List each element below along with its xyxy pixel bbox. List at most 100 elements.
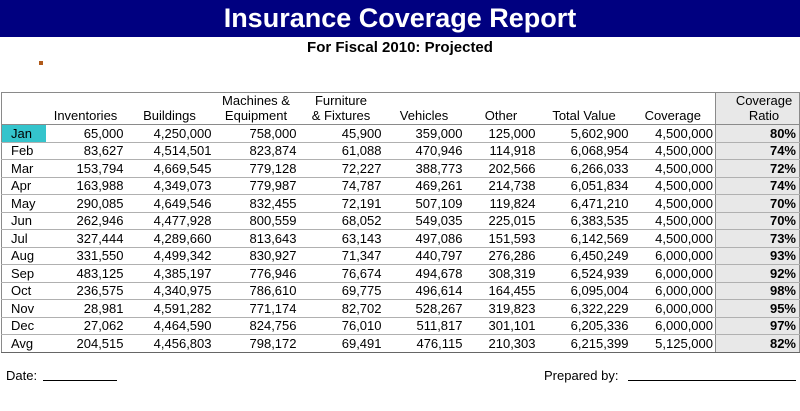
buildings-cell[interactable]: 4,649,546	[125, 194, 214, 213]
coverage-ratio-cell[interactable]: 93%	[715, 247, 800, 265]
inventories-cell[interactable]: 65,000	[45, 124, 126, 143]
inventories-cell[interactable]: 204,515	[45, 334, 126, 353]
vehicles-cell[interactable]: 359,000	[383, 124, 465, 143]
inventories-cell[interactable]: 331,550	[45, 247, 126, 265]
total-value-cell[interactable]: 6,205,336	[537, 317, 631, 335]
coverage-ratio-cell[interactable]: 72%	[715, 159, 800, 178]
coverage-ratio-cell[interactable]: 70%	[715, 194, 800, 213]
machines-cell[interactable]: 830,927	[213, 247, 299, 265]
inventories-cell[interactable]: 236,575	[45, 282, 126, 300]
total-value-cell[interactable]: 6,322,229	[537, 299, 631, 318]
month-cell[interactable]: Mar	[1, 159, 46, 178]
other-cell[interactable]: 301,101	[464, 317, 538, 335]
month-cell[interactable]: Oct	[1, 282, 46, 300]
inventories-cell[interactable]: 153,794	[45, 159, 126, 178]
inventories-cell[interactable]: 28,981	[45, 299, 126, 318]
other-cell[interactable]: 214,738	[464, 177, 538, 195]
machines-cell[interactable]: 779,987	[213, 177, 299, 195]
furniture-cell[interactable]: 76,010	[298, 317, 384, 335]
total-value-cell[interactable]: 6,068,954	[537, 142, 631, 160]
total-value-cell[interactable]: 6,266,033	[537, 159, 631, 178]
inventories-cell[interactable]: 290,085	[45, 194, 126, 213]
buildings-cell[interactable]: 4,669,545	[125, 159, 214, 178]
total-value-cell[interactable]: 6,215,399	[537, 334, 631, 353]
machines-cell[interactable]: 779,128	[213, 159, 299, 178]
vehicles-cell[interactable]: 496,614	[383, 282, 465, 300]
coverage-cell[interactable]: 4,500,000	[630, 124, 716, 143]
coverage-ratio-cell[interactable]: 97%	[715, 317, 800, 335]
other-cell[interactable]: 319,823	[464, 299, 538, 318]
buildings-cell[interactable]: 4,340,975	[125, 282, 214, 300]
month-cell[interactable]: Dec	[1, 317, 46, 335]
coverage-cell[interactable]: 4,500,000	[630, 159, 716, 178]
total-value-cell[interactable]: 6,450,249	[537, 247, 631, 265]
total-value-cell[interactable]: 6,471,210	[537, 194, 631, 213]
total-value-cell[interactable]: 6,383,535	[537, 212, 631, 230]
furniture-cell[interactable]: 74,787	[298, 177, 384, 195]
machines-cell[interactable]: 786,610	[213, 282, 299, 300]
machines-cell[interactable]: 798,172	[213, 334, 299, 353]
buildings-cell[interactable]: 4,385,197	[125, 264, 214, 283]
other-cell[interactable]: 151,593	[464, 229, 538, 248]
vehicles-cell[interactable]: 494,678	[383, 264, 465, 283]
other-cell[interactable]: 276,286	[464, 247, 538, 265]
furniture-cell[interactable]: 61,088	[298, 142, 384, 160]
other-cell[interactable]: 225,015	[464, 212, 538, 230]
furniture-cell[interactable]: 76,674	[298, 264, 384, 283]
inventories-cell[interactable]: 27,062	[45, 317, 126, 335]
coverage-ratio-cell[interactable]: 92%	[715, 264, 800, 283]
other-cell[interactable]: 119,824	[464, 194, 538, 213]
machines-cell[interactable]: 832,455	[213, 194, 299, 213]
inventories-cell[interactable]: 163,988	[45, 177, 126, 195]
machines-cell[interactable]: 823,874	[213, 142, 299, 160]
coverage-cell[interactable]: 4,500,000	[630, 229, 716, 248]
coverage-cell[interactable]: 4,500,000	[630, 177, 716, 195]
coverage-cell[interactable]: 4,500,000	[630, 194, 716, 213]
machines-cell[interactable]: 800,559	[213, 212, 299, 230]
furniture-cell[interactable]: 71,347	[298, 247, 384, 265]
furniture-cell[interactable]: 63,143	[298, 229, 384, 248]
month-cell[interactable]: Avg	[1, 334, 46, 353]
other-cell[interactable]: 125,000	[464, 124, 538, 143]
month-cell[interactable]: Jul	[1, 229, 46, 248]
coverage-ratio-cell[interactable]: 73%	[715, 229, 800, 248]
vehicles-cell[interactable]: 528,267	[383, 299, 465, 318]
vehicles-cell[interactable]: 497,086	[383, 229, 465, 248]
coverage-ratio-cell[interactable]: 74%	[715, 142, 800, 160]
buildings-cell[interactable]: 4,464,590	[125, 317, 214, 335]
vehicles-cell[interactable]: 549,035	[383, 212, 465, 230]
buildings-cell[interactable]: 4,477,928	[125, 212, 214, 230]
total-value-cell[interactable]: 6,142,569	[537, 229, 631, 248]
furniture-cell[interactable]: 72,227	[298, 159, 384, 178]
coverage-ratio-cell[interactable]: 82%	[715, 334, 800, 353]
machines-cell[interactable]: 771,174	[213, 299, 299, 318]
furniture-cell[interactable]: 69,775	[298, 282, 384, 300]
coverage-cell[interactable]: 4,500,000	[630, 212, 716, 230]
coverage-cell[interactable]: 6,000,000	[630, 317, 716, 335]
date-line[interactable]	[43, 380, 117, 381]
coverage-ratio-cell[interactable]: 70%	[715, 212, 800, 230]
month-cell[interactable]: Aug	[1, 247, 46, 265]
machines-cell[interactable]: 776,946	[213, 264, 299, 283]
vehicles-cell[interactable]: 388,773	[383, 159, 465, 178]
prepared-by-line[interactable]	[628, 380, 796, 381]
vehicles-cell[interactable]: 476,115	[383, 334, 465, 353]
buildings-cell[interactable]: 4,591,282	[125, 299, 214, 318]
furniture-cell[interactable]: 45,900	[298, 124, 384, 143]
buildings-cell[interactable]: 4,250,000	[125, 124, 214, 143]
coverage-cell[interactable]: 6,000,000	[630, 247, 716, 265]
month-cell[interactable]: Apr	[1, 177, 46, 195]
coverage-ratio-cell[interactable]: 74%	[715, 177, 800, 195]
buildings-cell[interactable]: 4,499,342	[125, 247, 214, 265]
inventories-cell[interactable]: 327,444	[45, 229, 126, 248]
coverage-cell[interactable]: 5,125,000	[630, 334, 716, 353]
month-cell[interactable]: Nov	[1, 299, 46, 318]
vehicles-cell[interactable]: 440,797	[383, 247, 465, 265]
other-cell[interactable]: 114,918	[464, 142, 538, 160]
month-cell[interactable]: Jun	[1, 212, 46, 230]
coverage-ratio-cell[interactable]: 95%	[715, 299, 800, 318]
buildings-cell[interactable]: 4,349,073	[125, 177, 214, 195]
coverage-cell[interactable]: 6,000,000	[630, 299, 716, 318]
other-cell[interactable]: 210,303	[464, 334, 538, 353]
buildings-cell[interactable]: 4,289,660	[125, 229, 214, 248]
